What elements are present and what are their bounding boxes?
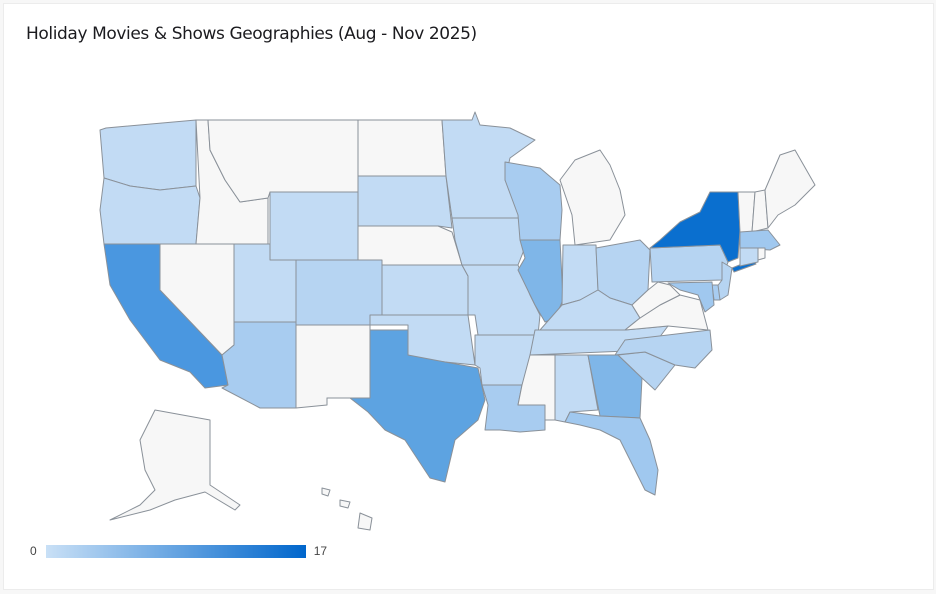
color-scale-legend: 0 17 [30,543,327,559]
state-ia[interactable] [451,217,529,266]
state-ga[interactable] [587,354,643,419]
state-nm[interactable] [295,324,371,409]
state-ne[interactable] [357,225,463,266]
state-co[interactable] [295,259,383,326]
legend-max-label: 17 [313,544,328,558]
state-md[interactable] [667,281,715,313]
state-pa[interactable] [649,244,729,283]
chart-title: Holiday Movies & Shows Geographies (Aug … [26,24,477,44]
state-ks[interactable] [381,264,469,316]
state-wv[interactable] [631,281,681,319]
state-ma[interactable] [739,229,781,251]
state-ct[interactable] [739,247,759,267]
state-nc[interactable] [614,329,713,369]
state-wy[interactable] [269,191,359,261]
state-il[interactable] [517,239,564,323]
state-wa[interactable] [99,119,197,191]
legend-min-label: 0 [30,544,37,558]
state-hi[interactable] [321,487,373,531]
state-mi[interactable] [559,149,626,246]
legend-gradient-bar [45,544,306,558]
state-nd[interactable] [357,119,447,177]
state-me[interactable] [764,149,816,229]
state-fl[interactable] [564,411,659,496]
state-sd[interactable] [357,175,453,229]
state-ri[interactable] [757,247,766,261]
state-tx[interactable] [326,329,486,483]
state-ak[interactable] [109,409,241,521]
